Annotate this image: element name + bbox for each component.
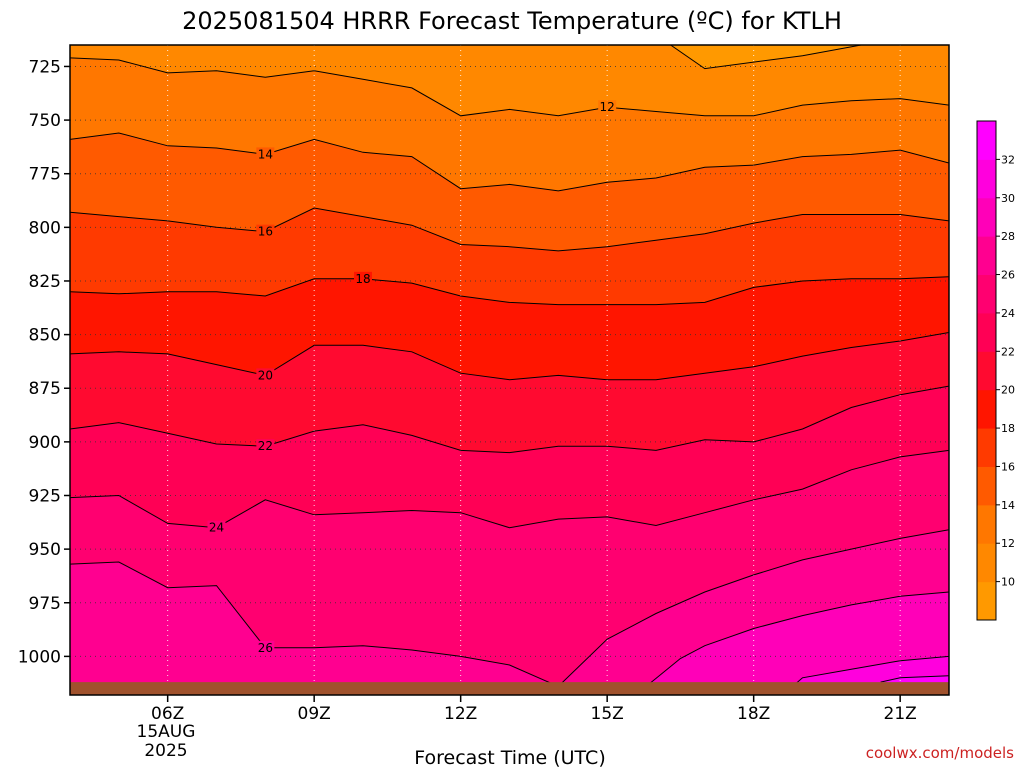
colorbar-tick-label-30: 30 xyxy=(1001,192,1015,205)
colorbar-bin-8 xyxy=(977,581,996,621)
contour-labels: 12 14 16 18 20 22 24 26 xyxy=(207,100,617,655)
x-tick-label-15Z: 15Z xyxy=(591,704,624,724)
source-credit: coolwx.com/models xyxy=(866,744,1014,762)
contour-label-20: 20 xyxy=(258,368,273,382)
plot-frame xyxy=(69,44,950,696)
x-tick-label-09Z: 09Z xyxy=(298,704,331,724)
date-label-year: 2025 xyxy=(144,741,187,761)
colorbar-bin-16 xyxy=(977,428,996,467)
contour-label-16: 16 xyxy=(258,225,273,239)
isotherm-10 xyxy=(670,45,862,70)
y-tick-label-1000: 1000 xyxy=(18,647,61,667)
isotherm-18 xyxy=(70,276,949,306)
y-tick-label-800: 800 xyxy=(29,218,61,238)
contour-label-24: 24 xyxy=(209,521,224,535)
colorbar-tick-label-26: 26 xyxy=(1001,269,1015,282)
colorbar-tick-label-20: 20 xyxy=(1001,384,1015,397)
isotherm-contours xyxy=(70,45,949,687)
isotherm-14 xyxy=(70,132,949,192)
isotherm-30 xyxy=(792,655,949,687)
x-tick-label-12Z: 12Z xyxy=(444,704,477,724)
colorbar-frame xyxy=(976,120,997,621)
colorbar-bin-26 xyxy=(977,236,996,276)
grid-lines xyxy=(70,45,949,695)
colorbar-tick-label-14: 14 xyxy=(1001,499,1015,512)
contour-label-bg-20 xyxy=(256,368,275,382)
y-tick-label-875: 875 xyxy=(29,379,61,399)
isotherm-32 xyxy=(880,675,949,683)
contour-label-bg-26 xyxy=(256,640,275,654)
colorbar-bin-22 xyxy=(977,312,996,352)
contour-label-bg-18 xyxy=(354,271,372,285)
colorbar-tick-label-16: 16 xyxy=(1001,460,1015,473)
contour-label-26: 26 xyxy=(258,641,273,655)
colorbar-tick-label-10: 10 xyxy=(1001,576,1015,589)
isotherm-20 xyxy=(70,332,949,381)
y-tick-label-925: 925 xyxy=(29,486,61,506)
contour-label-18: 18 xyxy=(355,272,370,286)
isotherm-12 xyxy=(70,57,949,117)
contour-label-22: 22 xyxy=(258,439,273,453)
y-tick-label-825: 825 xyxy=(29,272,61,292)
contour-label-14: 14 xyxy=(258,147,273,161)
y-tick-label-850: 850 xyxy=(29,326,61,346)
colorbar-tick-label-12: 12 xyxy=(1001,537,1015,550)
ground-surface xyxy=(70,682,949,695)
colorbar-tick-label-18: 18 xyxy=(1001,422,1015,435)
isotherm-22 xyxy=(70,385,949,454)
colorbar-tick-label-32: 32 xyxy=(1001,153,1015,166)
x-tick-label-21Z: 21Z xyxy=(884,704,917,724)
colorbar-bin-18 xyxy=(977,389,996,429)
date-label-day: 15AUG xyxy=(137,722,196,742)
y-tick-label-900: 900 xyxy=(29,433,61,453)
colorbar-bin-14 xyxy=(977,466,996,506)
contour-label-bg-12 xyxy=(598,100,617,114)
y-axis-pressure: 725 750 775 800 825 850 875 900 925 950 975 1000 xyxy=(18,57,70,667)
colorbar-bin-28 xyxy=(977,197,996,237)
contour-label-bg-16 xyxy=(256,224,275,238)
colorbar-legend: 10 12 14 16 18 20 22 24 26 28 30 32 xyxy=(976,120,1015,621)
colorbar-tick-label-22: 22 xyxy=(1001,345,1015,358)
colorbar-bin-32 xyxy=(977,121,996,160)
fill-band-cool-pocket xyxy=(670,45,862,69)
isotherm-26 xyxy=(70,529,949,687)
chart-title: 2025081504 HRRR Forecast Temperature (ºC… xyxy=(182,7,842,35)
x-axis-title: Forecast Time (UTC) xyxy=(414,747,605,768)
colorbar-bin-10 xyxy=(977,543,996,583)
y-tick-label-950: 950 xyxy=(29,540,61,560)
colorbar-bin-30 xyxy=(977,159,996,199)
contour-label-bg-22 xyxy=(256,439,275,453)
y-tick-label-775: 775 xyxy=(29,165,61,185)
colorbar-tick-label-24: 24 xyxy=(1001,307,1015,320)
contour-label-bg-14 xyxy=(256,147,275,161)
x-tick-label-06Z: 06Z xyxy=(151,704,184,724)
plot-area xyxy=(70,45,949,695)
y-tick-label-975: 975 xyxy=(29,594,61,614)
colorbar-bin-24 xyxy=(977,274,996,314)
x-tick-label-18Z: 18Z xyxy=(737,704,770,724)
isotherm-28 xyxy=(645,591,949,687)
y-tick-label-750: 750 xyxy=(29,111,61,131)
isotherm-16 xyxy=(70,207,949,252)
contour-label-12: 12 xyxy=(600,100,615,114)
contour-label-bg-24 xyxy=(207,520,226,534)
colorbar-bin-20 xyxy=(977,351,996,391)
y-tick-label-725: 725 xyxy=(29,57,61,77)
temperature-fill-bands xyxy=(70,45,949,695)
x-axis-time: 06Z 09Z 12Z 15Z 18Z 21Z xyxy=(151,695,917,724)
colorbar-bin-12 xyxy=(977,504,996,544)
colorbar-tick-label-28: 28 xyxy=(1001,230,1015,243)
